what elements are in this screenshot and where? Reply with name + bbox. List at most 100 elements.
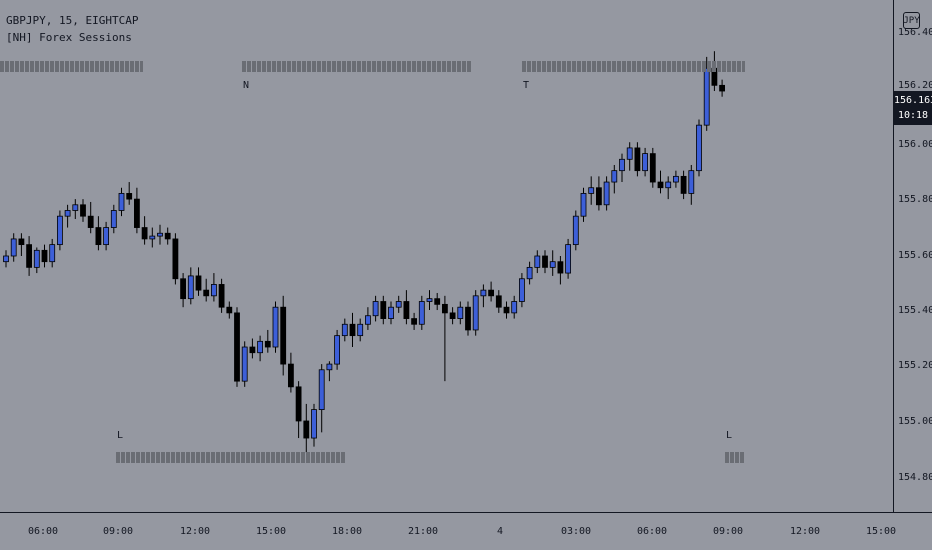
candle xyxy=(411,312,418,330)
candle-body xyxy=(364,315,371,325)
price-tick: 155.800 xyxy=(898,194,932,205)
candle xyxy=(480,284,487,308)
candle xyxy=(180,273,187,308)
candle xyxy=(395,295,402,313)
time-tick: 4 xyxy=(496,526,504,537)
price-chart[interactable] xyxy=(0,0,893,512)
candle-body xyxy=(218,284,225,308)
candle xyxy=(549,250,556,276)
candle xyxy=(657,170,664,194)
candle-body xyxy=(33,249,40,268)
price-tick: 156.000 xyxy=(898,139,932,150)
candle xyxy=(10,233,17,262)
candle-body xyxy=(326,363,333,371)
candle xyxy=(80,199,86,222)
candle xyxy=(642,147,648,177)
candle-body xyxy=(26,244,33,268)
candle-body xyxy=(572,215,579,246)
candle xyxy=(572,210,579,251)
candle xyxy=(157,224,163,245)
candle xyxy=(649,147,656,188)
candle-body xyxy=(634,147,641,172)
candle-body xyxy=(357,323,364,337)
candle-body xyxy=(519,278,525,302)
candle xyxy=(688,164,695,205)
candle xyxy=(534,250,541,274)
time-tick: 21:00 xyxy=(407,526,439,537)
time-tick: 12:00 xyxy=(179,526,211,537)
candle-body xyxy=(719,84,725,92)
price-tick: 155.000 xyxy=(898,416,932,427)
candle-body xyxy=(696,124,702,172)
candle-body xyxy=(503,306,510,314)
time-tick: 09:00 xyxy=(712,526,744,537)
price-axis[interactable]: 156.400 156.200 156.000 155.800 155.600 … xyxy=(893,0,932,512)
candle-body xyxy=(103,227,109,246)
candle xyxy=(311,403,317,447)
candle-body xyxy=(542,255,548,268)
candle xyxy=(26,236,33,276)
candle-body xyxy=(203,289,210,297)
candle-body xyxy=(565,244,571,274)
candle xyxy=(33,247,40,274)
candle xyxy=(264,329,271,353)
candle xyxy=(388,301,394,325)
candle-body xyxy=(3,255,9,263)
time-axis[interactable]: 06:00 09:00 12:00 15:00 18:00 21:00 4 03… xyxy=(0,512,932,550)
candle-body xyxy=(388,306,394,319)
candle xyxy=(141,216,148,245)
candle-body xyxy=(488,289,495,297)
candle xyxy=(18,233,25,256)
candle xyxy=(696,119,702,177)
price-tick: 156.200 xyxy=(898,80,932,91)
session-label-london-2: L xyxy=(726,430,733,441)
candle xyxy=(596,176,602,211)
candle-body xyxy=(603,181,610,206)
candle xyxy=(41,244,48,268)
currency-badge[interactable]: JPY xyxy=(903,12,920,29)
candle-body xyxy=(287,363,294,388)
time-tick: 18:00 xyxy=(331,526,363,537)
candle-body xyxy=(249,346,256,354)
candle-body xyxy=(172,238,179,280)
candle xyxy=(372,295,379,322)
candle xyxy=(542,250,548,274)
candle-body xyxy=(234,312,240,382)
candle xyxy=(218,278,225,313)
candle-body xyxy=(426,298,433,302)
symbol-title[interactable]: GBPJPY, 15, EIGHTCAP xyxy=(6,14,139,27)
candle xyxy=(441,295,448,382)
candle-body xyxy=(472,295,479,331)
candle xyxy=(334,329,341,370)
session-box-top-1 xyxy=(0,61,143,72)
candle xyxy=(241,341,248,387)
candle xyxy=(673,170,679,188)
candle-body xyxy=(580,193,587,217)
candle xyxy=(503,301,510,319)
candle xyxy=(126,182,133,205)
candle xyxy=(665,176,672,200)
price-tick: 155.400 xyxy=(898,305,932,316)
candle-body xyxy=(164,232,171,240)
session-box-top-2 xyxy=(242,61,472,72)
candle-body xyxy=(680,175,687,194)
price-tick: 155.600 xyxy=(898,250,932,261)
chart-legend: GBPJPY, 15, EIGHTCAP [NH] Forex Sessions xyxy=(6,12,138,46)
candle-body xyxy=(110,210,117,228)
candle xyxy=(72,199,79,220)
candle-body xyxy=(264,340,271,348)
candle xyxy=(426,290,433,311)
candle-body xyxy=(688,170,695,194)
indicator-title[interactable]: [NH] Forex Sessions xyxy=(6,31,132,44)
candle-body xyxy=(465,306,471,331)
candle xyxy=(580,187,587,222)
candle-body xyxy=(372,301,379,317)
candle xyxy=(403,290,410,325)
time-tick: 09:00 xyxy=(102,526,134,537)
candle xyxy=(203,278,210,302)
last-price: 156.163 xyxy=(894,95,932,106)
candle xyxy=(326,361,333,382)
session-label-london-1: L xyxy=(117,430,124,441)
candle-body xyxy=(626,147,633,160)
candle-body xyxy=(149,235,156,240)
